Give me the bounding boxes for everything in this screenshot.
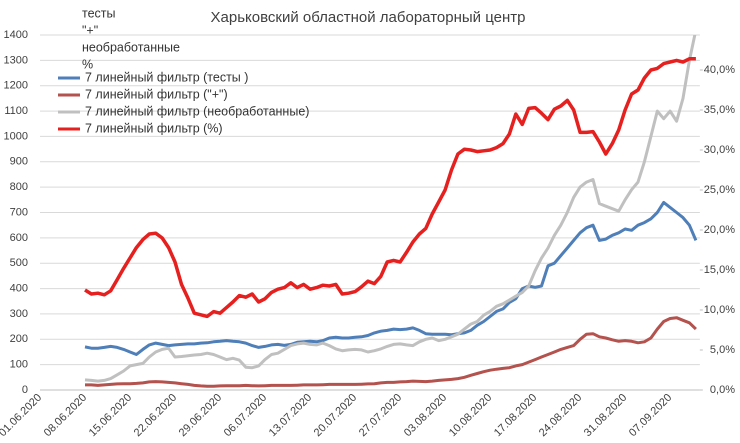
x-tick-label: 01.06.2020 <box>0 392 44 439</box>
axis-caption: % <box>82 57 93 71</box>
y-tick-label: 400 <box>10 282 28 294</box>
series-line <box>84 200 698 356</box>
y2-tick-label: 25,0% <box>704 184 735 196</box>
x-tick-label: 08.06.2020 <box>42 392 89 439</box>
y-tick-label: 1300 <box>4 54 28 66</box>
y-tick-label: 1400 <box>4 29 28 41</box>
y2-tick-label: 35,0% <box>704 104 735 116</box>
legend-label: 7 линейный фильтр ("+") <box>85 87 228 101</box>
y2-tick-label: 0,0% <box>710 384 735 396</box>
y-tick-label: 100 <box>10 359 28 371</box>
x-tick-label: 20.07.2020 <box>312 392 359 439</box>
axis-caption: "+" <box>82 23 98 37</box>
y-tick-label: 800 <box>10 181 28 193</box>
x-tick-label: 03.08.2020 <box>402 392 449 439</box>
x-tick-label: 31.08.2020 <box>582 392 629 439</box>
axis-caption: тесты <box>82 6 116 20</box>
series-line <box>84 57 696 319</box>
y2-tick-label: 20,0% <box>704 224 735 236</box>
legend-label: 7 линейный фильтр (%) <box>85 121 223 135</box>
y2-tick-label: 15,0% <box>704 264 735 276</box>
chart-title: Харьковский областной лабораторный центр <box>211 9 526 26</box>
y2-tick-label: 5,0% <box>710 344 735 356</box>
y-tick-label: 600 <box>10 232 28 244</box>
y2-tick-label: 40,0% <box>704 64 735 76</box>
y-tick-label: 1100 <box>4 105 28 117</box>
series-line <box>84 35 697 383</box>
x-tick-label: 13.07.2020 <box>267 392 314 439</box>
x-tick-label: 10.08.2020 <box>447 392 494 439</box>
x-tick-label: 17.08.2020 <box>492 392 539 439</box>
x-tick-label: 29.06.2020 <box>177 392 224 439</box>
y2-tick-label: 10,0% <box>704 304 735 316</box>
y2-tick-label: 30,0% <box>704 144 735 156</box>
y-tick-label: 1200 <box>4 80 28 92</box>
x-tick-label: 15.06.2020 <box>87 392 134 439</box>
y-tick-label: 0 <box>22 384 28 396</box>
series-line <box>85 316 697 388</box>
legend-label: 7 линейный фильтр (тесты ) <box>85 70 248 84</box>
x-tick-label: 06.07.2020 <box>222 392 269 439</box>
axis-caption: необработанные <box>82 40 180 54</box>
x-tick-label: 24.08.2020 <box>537 392 584 439</box>
x-tick-label: 22.06.2020 <box>132 392 179 439</box>
y-tick-label: 500 <box>10 257 28 269</box>
y-tick-label: 1000 <box>4 130 28 142</box>
y-tick-label: 300 <box>10 308 28 320</box>
y-tick-label: 200 <box>10 333 28 345</box>
x-tick-label: 27.07.2020 <box>357 392 404 439</box>
y-tick-label: 900 <box>10 156 28 168</box>
x-tick-label: 07.09.2020 <box>627 392 674 439</box>
legend-label: 7 линейный фильтр (необработанные) <box>85 104 309 118</box>
y-tick-label: 700 <box>10 206 28 218</box>
